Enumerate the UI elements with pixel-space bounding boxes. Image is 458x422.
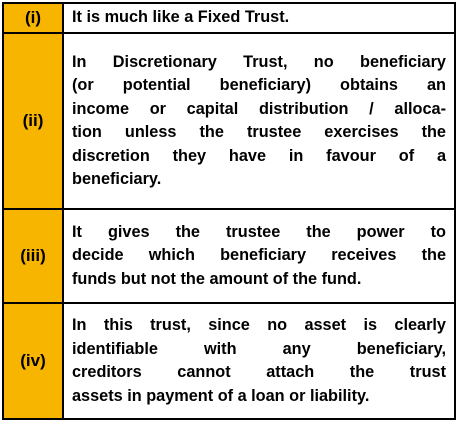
text-line: It gives the trustee the power to — [72, 222, 446, 241]
text-line: creditors cannot attach the trust — [72, 363, 446, 381]
row-text: In Discretionary Trust, no beneficiary (o… — [62, 32, 456, 210]
row-label: (iii) — [2, 208, 64, 304]
text-line: (or potential beneficiary) obtains an — [72, 76, 446, 94]
row-text: It is much like a Fixed Trust. — [62, 2, 456, 34]
row-label: (ii) — [2, 32, 64, 210]
text-line: beneficiary. — [72, 170, 162, 188]
text-line: funds but not the amount of the fund. — [72, 269, 362, 288]
text-line: In this trust, since no asset is clearly — [72, 316, 446, 334]
text-line: identifiable with any beneficiary, — [72, 339, 446, 358]
text-line: decide which beneficiary receives the — [72, 246, 446, 265]
text-line: It is much like a Fixed Trust. — [72, 8, 290, 27]
table-row: (i) It is much like a Fixed Trust. — [2, 2, 456, 34]
row-text: It gives the trustee the power to decide … — [62, 208, 456, 304]
text-line: tion unless the trustee exercises the — [72, 123, 446, 141]
row-label: (iv) — [2, 302, 64, 420]
row-text: In this trust, since no asset is clearly… — [62, 302, 456, 420]
table-row: (iii) It gives the trustee the power to de… — [2, 208, 456, 304]
text-line: assets in payment of a loan or liability… — [72, 386, 370, 405]
row-label: (i) — [2, 2, 64, 34]
table-row: (ii) In Discretionary Trust, no beneficia… — [2, 32, 456, 210]
table-row: (iv) In this trust, since no asset is cle… — [2, 302, 456, 420]
text-line: In Discretionary Trust, no beneficiary — [72, 52, 446, 71]
text-line: income or capital distribution / alloca- — [72, 99, 446, 118]
text-line: discretion they have in favour of a — [72, 146, 446, 165]
